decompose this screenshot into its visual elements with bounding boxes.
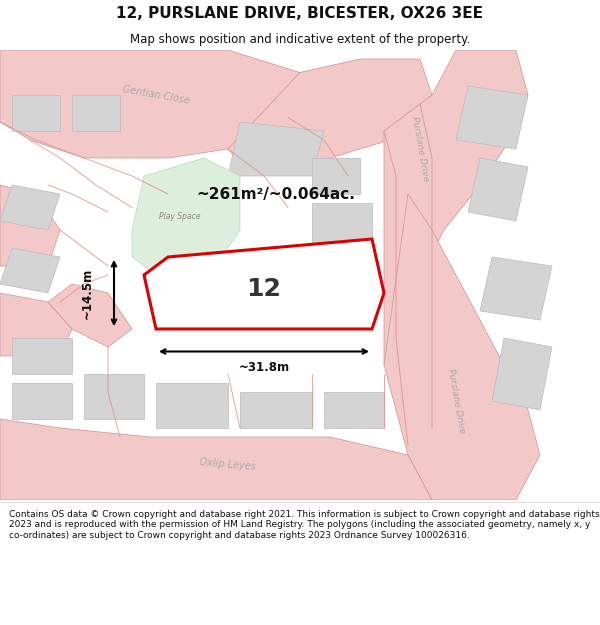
- Polygon shape: [0, 185, 60, 266]
- Text: Play Space: Play Space: [159, 212, 201, 221]
- Text: Purslane Drive: Purslane Drive: [446, 368, 466, 434]
- Text: Oxlip Leyes: Oxlip Leyes: [199, 456, 257, 471]
- Polygon shape: [384, 194, 540, 500]
- Polygon shape: [48, 284, 132, 347]
- Polygon shape: [228, 59, 432, 162]
- Polygon shape: [0, 185, 60, 230]
- Text: Purslane Drive: Purslane Drive: [410, 116, 430, 182]
- Polygon shape: [12, 383, 72, 419]
- Text: Map shows position and indicative extent of the property.: Map shows position and indicative extent…: [130, 32, 470, 46]
- Polygon shape: [0, 50, 300, 158]
- Polygon shape: [156, 383, 228, 428]
- Polygon shape: [84, 374, 144, 419]
- Text: ~261m²/~0.064ac.: ~261m²/~0.064ac.: [197, 186, 355, 201]
- Polygon shape: [0, 419, 432, 500]
- Polygon shape: [0, 293, 72, 356]
- Polygon shape: [12, 338, 72, 374]
- Polygon shape: [0, 248, 60, 293]
- Polygon shape: [312, 158, 360, 194]
- Text: Contains OS data © Crown copyright and database right 2021. This information is : Contains OS data © Crown copyright and d…: [9, 510, 599, 540]
- Text: Gentian Close: Gentian Close: [122, 84, 190, 106]
- Polygon shape: [72, 95, 120, 131]
- Polygon shape: [132, 158, 240, 275]
- Text: ~14.5m: ~14.5m: [80, 268, 94, 319]
- Text: 12, PURSLANE DRIVE, BICESTER, OX26 3EE: 12, PURSLANE DRIVE, BICESTER, OX26 3EE: [116, 6, 484, 21]
- Polygon shape: [12, 95, 60, 131]
- Polygon shape: [228, 122, 324, 176]
- Polygon shape: [240, 392, 312, 428]
- Polygon shape: [456, 86, 528, 149]
- Polygon shape: [468, 158, 528, 221]
- Polygon shape: [480, 257, 552, 320]
- Text: ~31.8m: ~31.8m: [238, 361, 290, 374]
- Polygon shape: [384, 50, 528, 365]
- Polygon shape: [324, 392, 384, 428]
- Polygon shape: [312, 203, 372, 248]
- Text: 12: 12: [247, 276, 281, 301]
- Polygon shape: [144, 239, 384, 329]
- Polygon shape: [492, 338, 552, 410]
